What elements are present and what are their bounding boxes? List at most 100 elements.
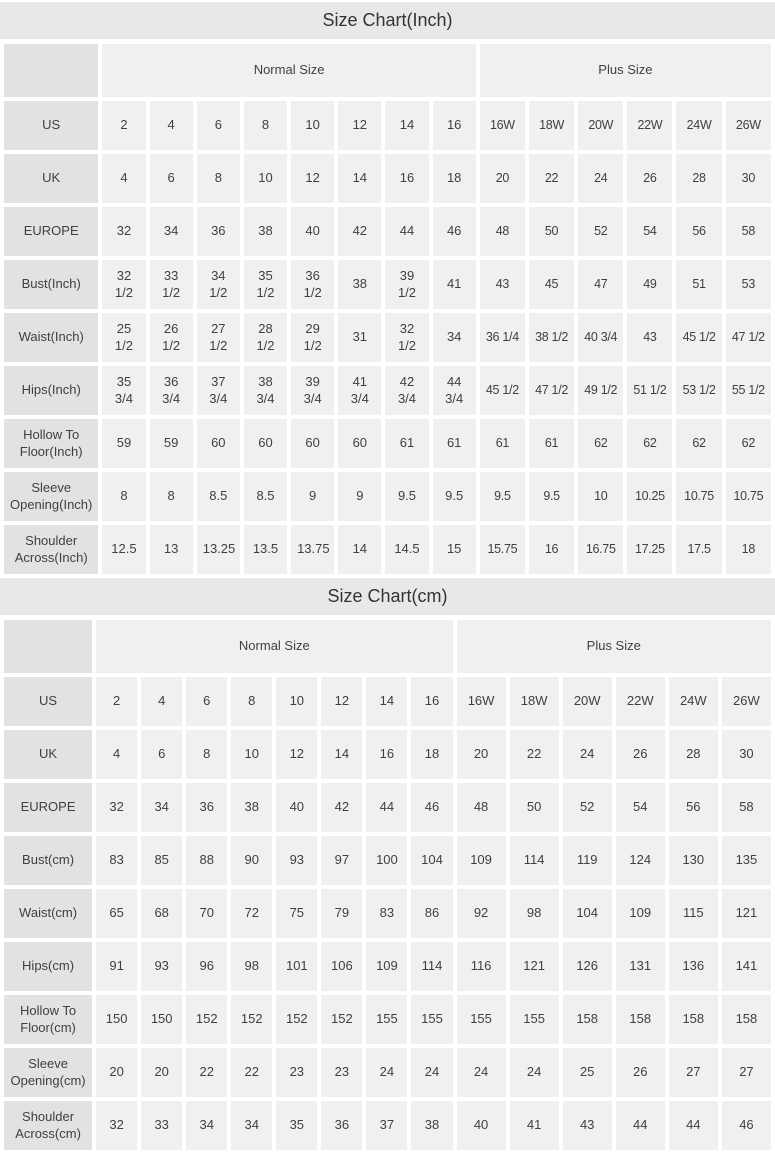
section-title-cm: Size Chart(cm) [0,578,775,615]
cell: 4 [96,730,138,779]
cell: 15 [432,525,476,574]
row-label: Waist(cm) [4,889,93,938]
cell: 14 [338,154,382,203]
cell: 33 1/2 [149,260,193,309]
cell: 44 [366,783,408,832]
cell: 35 [276,1101,318,1150]
cell: 39 1/2 [385,260,429,309]
cell: 41 [509,1101,559,1150]
cell: 20 [479,154,525,203]
cell: 46 [411,783,453,832]
cell: 10.25 [627,472,673,521]
table-row: EUROPE 32 34 36 38 40 42 44 46 48 50 52 54 56 58 [4,783,771,832]
cell: 53 [725,260,771,309]
row-label: UK [4,154,99,203]
cell: 30 [725,154,771,203]
cell: 52 [578,207,624,256]
table-row: Hips(Inch) 35 3/4 36 3/4 37 3/4 38 3/4 39 3/4… [4,366,771,415]
cell: 40 [276,783,318,832]
row-label: Bust(Inch) [4,260,99,309]
cell: 34 [149,207,193,256]
cell: 93 [141,942,183,991]
cell: 106 [321,942,363,991]
cell: 25 1/2 [102,313,146,362]
cell: 98 [509,889,559,938]
cell: 98 [231,942,273,991]
table-row: Waist(Inch) 25 1/2 26 1/2 27 1/2 28 1/2 29 1/… [4,313,771,362]
row-label: US [4,677,93,726]
cell: 158 [668,995,718,1044]
cell: 47 1/2 [528,366,575,415]
cell: 4 [102,154,146,203]
cell: 60 [196,419,240,468]
cell: 22 [509,730,559,779]
table-row: Hollow To Floor(cm) 150 150 152 152 152 152 155… [4,995,771,1044]
cell: 24 [411,1048,453,1097]
cell: 52 [562,783,612,832]
cell: 38 [338,260,382,309]
cell: 79 [321,889,363,938]
cell: 43 [562,1101,612,1150]
cell: 14 [338,525,382,574]
cell: 8 [196,154,240,203]
cell: 45 1/2 [676,313,722,362]
cell: 28 1/2 [243,313,288,362]
cell: 152 [276,995,318,1044]
cell: 42 3/4 [385,366,429,415]
cell: 32 1/2 [102,260,146,309]
cell: 6 [149,154,193,203]
cell: 10 [231,730,273,779]
cell: 109 [615,889,665,938]
cell: 44 [615,1101,665,1150]
cell: 100 [366,836,408,885]
row-label: Hollow To Floor(cm) [4,995,93,1044]
section-title-inch: Size Chart(Inch) [0,2,775,39]
cell: 8 [149,472,193,521]
cell: 42 [321,783,363,832]
cell: 9.5 [528,472,575,521]
cell: 34 [231,1101,273,1150]
row-label: Hips(Inch) [4,366,99,415]
cell: 13.25 [196,525,240,574]
cell: 70 [186,889,228,938]
cell: 8.5 [196,472,240,521]
cell: 20 [96,1048,138,1097]
cell: 18W [528,101,575,150]
cell: 24 [366,1048,408,1097]
cell: 114 [509,836,559,885]
cell: 54 [615,783,665,832]
table-row: EUROPE 32 34 36 38 40 42 44 46 48 50 52 54 56 58 [4,207,771,256]
cell: 42 [338,207,382,256]
row-label: EUROPE [4,207,99,256]
cell: 44 3/4 [432,366,476,415]
cell: 17.5 [676,525,722,574]
cell: 26 [615,730,665,779]
cell: 83 [96,836,138,885]
cell: 75 [276,889,318,938]
cell: 10 [276,677,318,726]
cell: 61 [385,419,429,468]
cell: 34 [432,313,476,362]
cell: 38 1/2 [528,313,575,362]
cell: 36 3/4 [149,366,193,415]
cell: 22W [627,101,673,150]
cell: 130 [668,836,718,885]
table-row: UK 4 6 8 10 12 14 16 18 20 22 24 26 28 30 [4,730,771,779]
table-row: Bust(cm) 83 85 88 90 93 97 100 104 109 114 119 124 13… [4,836,771,885]
cell: 16W [456,677,506,726]
cell: 13 [149,525,193,574]
cell: 29 1/2 [291,313,335,362]
cell: 36 1/4 [479,313,525,362]
cell: 9.5 [479,472,525,521]
cell: 14 [366,677,408,726]
cell: 60 [243,419,288,468]
table-row: Hips(cm) 91 93 96 98 101 106 109 114 116 121 126 131… [4,942,771,991]
cell: 53 1/2 [676,366,722,415]
size-table-inch: Normal Size Plus Size US 2 4 6 8 10 12 14 16 16W 18W… [0,40,775,578]
cell: 109 [366,942,408,991]
cell: 40 [291,207,335,256]
cell: 2 [102,101,146,150]
cell: 44 [668,1101,718,1150]
cell: 9.5 [385,472,429,521]
